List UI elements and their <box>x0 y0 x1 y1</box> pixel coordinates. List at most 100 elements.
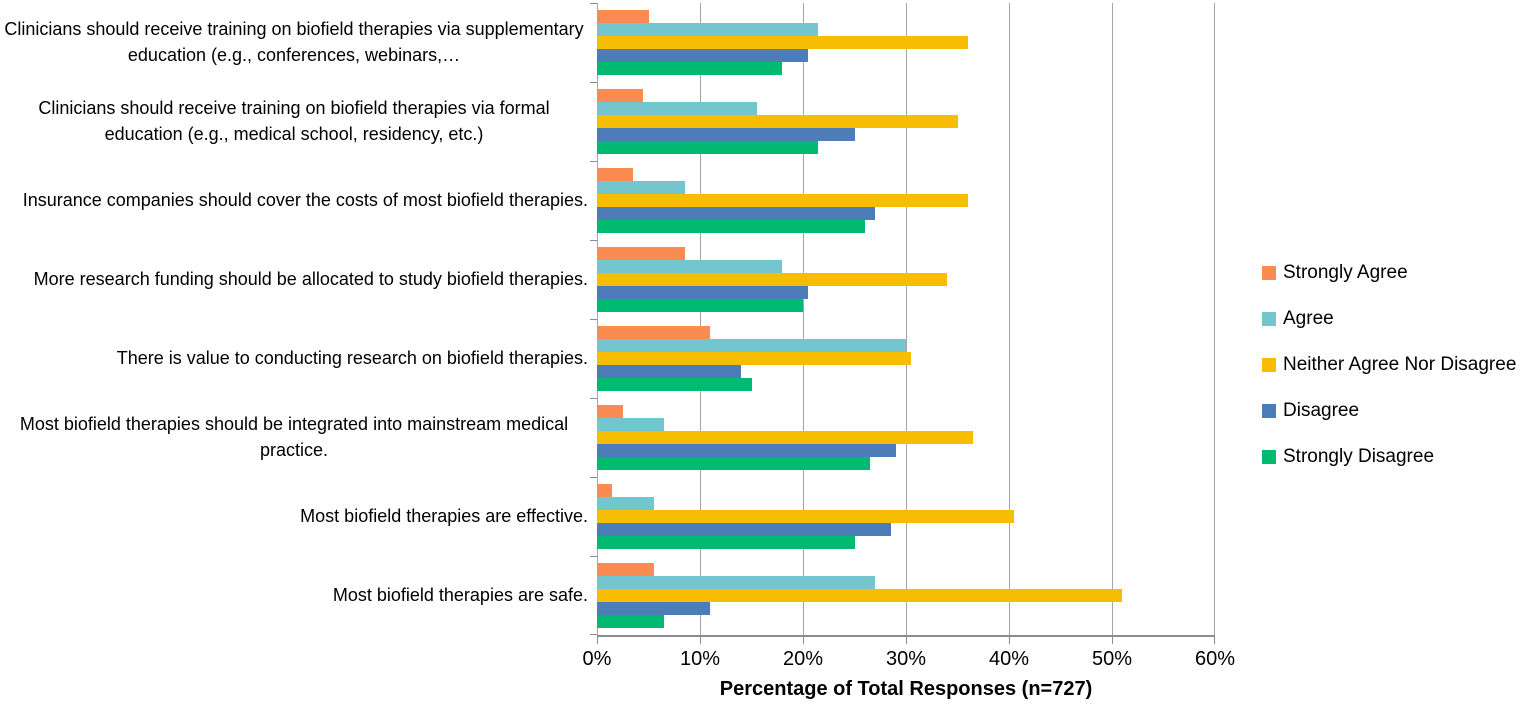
bar <box>597 62 783 75</box>
x-tick-label: 20% <box>782 648 824 670</box>
category-axis-labels: Clinicians should receive training on bi… <box>0 3 588 635</box>
legend-label: Disagree <box>1283 400 1360 421</box>
category-label-text: Most biofield therapies are safe. <box>332 584 588 605</box>
legend-item: Neither Agree Nor Disagree <box>1262 354 1516 376</box>
bar <box>597 260 783 273</box>
category-label-text: Clinicians should receive training on bi… <box>38 98 550 144</box>
bar <box>597 378 752 391</box>
legend-swatch-icon <box>1262 404 1276 418</box>
bar <box>597 207 876 220</box>
gridline <box>802 3 804 635</box>
gridline <box>1214 3 1215 635</box>
x-axis-tick-mark <box>1009 637 1010 644</box>
x-tick-label: 40% <box>988 648 1030 670</box>
bar <box>597 23 819 36</box>
x-axis-title: Percentage of Total Responses (n=727) <box>719 678 1093 700</box>
bar <box>597 365 742 378</box>
category-label: Clinicians should receive training on bi… <box>0 3 588 82</box>
legend-label: Strongly Disagree <box>1283 446 1435 467</box>
category-label: There is value to conducting research on… <box>0 319 588 398</box>
x-axis-tick-mark <box>802 637 804 644</box>
bar <box>597 431 973 444</box>
bar <box>597 576 876 589</box>
y-axis-tick-mark <box>590 240 597 241</box>
bar <box>597 49 809 62</box>
legend-swatch-icon <box>1262 358 1276 372</box>
bar <box>597 510 1015 523</box>
bar <box>597 299 803 312</box>
plot-area <box>590 3 1215 644</box>
y-axis-tick-mark <box>590 398 597 399</box>
bar <box>597 141 819 154</box>
bar <box>597 589 1123 602</box>
bar <box>597 497 654 510</box>
x-axis-tick-mark <box>597 637 598 644</box>
legend-label: Neither Agree Nor Disagree <box>1283 354 1517 375</box>
bar <box>597 405 623 418</box>
bar <box>597 102 757 115</box>
category-label-text: Most biofield therapies should be integr… <box>19 414 569 460</box>
category-label: More research funding should be allocate… <box>0 240 588 319</box>
category-label-text: There is value to conducting research on… <box>116 347 588 368</box>
legend-item: Disagree <box>1262 400 1516 422</box>
y-axis-tick-mark <box>590 477 597 478</box>
x-tick-label: 0% <box>582 648 612 670</box>
bar <box>597 181 685 194</box>
bar <box>597 484 613 497</box>
x-tick-label: 30% <box>885 648 927 670</box>
bar <box>597 352 912 365</box>
bar <box>597 36 968 49</box>
legend-item: Strongly Disagree <box>1262 446 1516 468</box>
category-label-text: Insurance companies should cover the cos… <box>22 189 588 210</box>
bar <box>597 523 891 536</box>
x-tick-label: 50% <box>1091 648 1133 670</box>
category-label: Clinicians should receive training on bi… <box>0 82 588 161</box>
x-tick-label: 10% <box>679 648 721 670</box>
bar <box>597 247 685 260</box>
bar-group <box>597 240 1215 319</box>
x-tick-label: 60% <box>1194 648 1236 670</box>
y-axis-tick-mark <box>590 556 597 557</box>
gridline <box>1008 3 1010 635</box>
x-axis-tick-mark <box>1214 637 1215 644</box>
bar <box>597 286 809 299</box>
category-label: Most biofield therapies are safe. <box>0 556 588 635</box>
gridline <box>906 3 907 635</box>
bar <box>597 339 906 352</box>
bar <box>597 326 711 339</box>
bar <box>597 418 664 431</box>
legend: Strongly Agree Agree Neither Agree Nor Dis… <box>1262 262 1516 492</box>
bar-group <box>597 3 1215 82</box>
category-label-text: Clinicians should receive training on bi… <box>4 19 584 65</box>
legend-swatch-icon <box>1262 312 1276 326</box>
x-axis-tick-mark <box>700 637 701 644</box>
category-label-text: Most biofield therapies are effective. <box>300 505 588 526</box>
legend-swatch-icon <box>1262 266 1276 280</box>
bar <box>597 89 644 102</box>
bar <box>597 273 948 286</box>
bar-group <box>597 556 1215 635</box>
category-label: Most biofield therapies should be integr… <box>0 398 588 477</box>
bar <box>597 536 855 549</box>
gridline <box>699 3 701 635</box>
bar <box>597 115 958 128</box>
bar <box>597 128 855 141</box>
bar-group <box>597 319 1215 398</box>
bar-group <box>597 477 1215 556</box>
x-axis-tick-mark <box>906 637 907 644</box>
x-axis-tick-mark <box>1111 637 1113 644</box>
bar-group <box>597 398 1215 477</box>
bar <box>597 563 654 576</box>
bar <box>597 602 711 615</box>
bar <box>597 615 664 628</box>
bar <box>597 194 968 207</box>
legend-label: Strongly Agree <box>1283 262 1408 283</box>
y-axis-tick-mark <box>590 319 597 320</box>
bar <box>597 168 634 181</box>
y-axis-tick-mark <box>590 3 597 4</box>
gridline <box>1112 3 1113 635</box>
legend-item: Agree <box>1262 308 1516 330</box>
legend-item: Strongly Agree <box>1262 262 1516 284</box>
y-axis-tick-mark <box>590 161 597 162</box>
